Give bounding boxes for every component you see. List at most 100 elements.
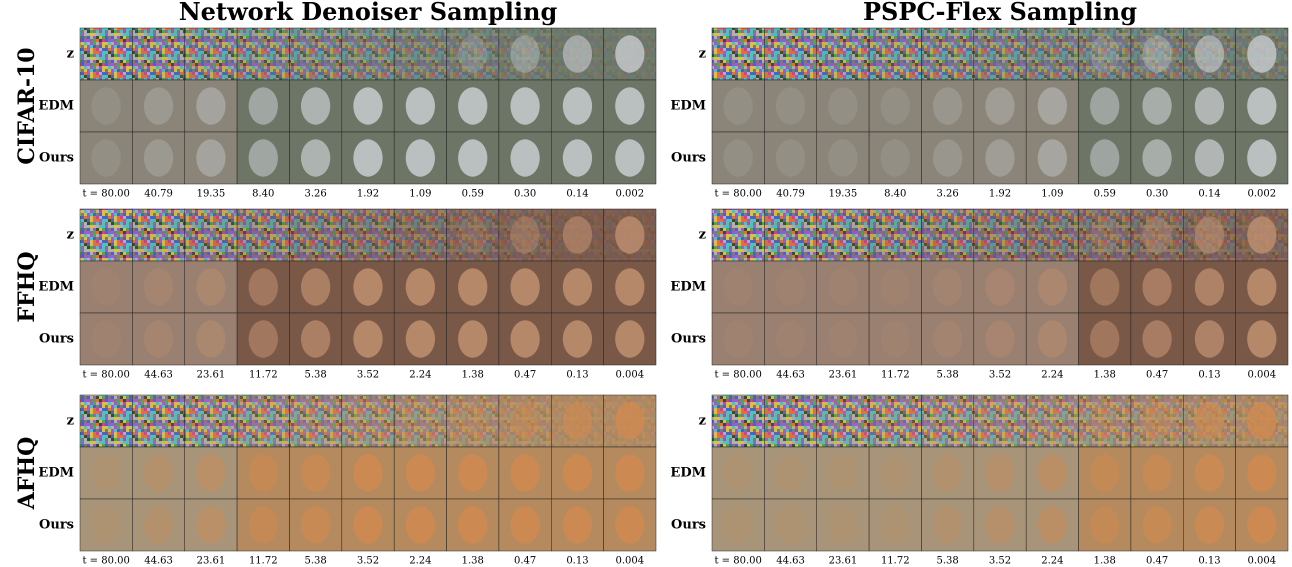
time-label: 0.002 — [615, 189, 644, 200]
image-subject — [724, 268, 753, 305]
image-subject — [776, 454, 805, 491]
noise-overlay — [764, 209, 816, 261]
image-subject — [985, 506, 1014, 543]
image-subject — [1090, 402, 1119, 439]
image-subject — [776, 268, 805, 305]
time-label: 5.38 — [937, 370, 959, 381]
image-subject — [249, 506, 278, 543]
image-subject — [301, 454, 330, 491]
image-subject — [510, 139, 539, 176]
row-label: Ours — [671, 332, 706, 347]
time-label: 1.38 — [462, 556, 484, 567]
image-subject — [301, 506, 330, 543]
image-subject — [881, 320, 910, 357]
image-subject — [353, 506, 382, 543]
row-label: Ours — [39, 332, 74, 347]
image-subject — [406, 454, 435, 491]
image-subject — [1247, 454, 1276, 491]
time-label: 2.24 — [409, 556, 431, 567]
time-label: 2.24 — [409, 370, 431, 381]
noise-overlay — [921, 209, 973, 261]
time-label: 0.13 — [566, 556, 588, 567]
noise-overlay — [1026, 28, 1078, 80]
noise-overlay — [921, 395, 973, 447]
image-subject — [1247, 402, 1276, 439]
image-subject — [458, 216, 487, 253]
row-label: EDM — [670, 466, 706, 481]
image-subject — [724, 320, 753, 357]
row-label: z — [67, 47, 74, 62]
image-subject — [1195, 506, 1224, 543]
row-label: EDM — [38, 99, 74, 114]
image-subject — [1090, 216, 1119, 253]
image-subject — [510, 402, 539, 439]
image-subject — [881, 139, 910, 176]
image-subject — [615, 268, 644, 305]
image-subject — [458, 87, 487, 124]
image-subject — [406, 139, 435, 176]
noise-overlay — [394, 395, 446, 447]
noise-overlay — [712, 28, 764, 80]
image-subject — [144, 454, 173, 491]
page: Network Denoiser Sampling PSPC-Flex Samp… — [0, 0, 1292, 567]
image-subject — [615, 87, 644, 124]
image-subject — [724, 454, 753, 491]
time-label: 19.35 — [829, 189, 858, 200]
image-subject — [615, 506, 644, 543]
image-subject — [510, 35, 539, 72]
image-subject — [458, 506, 487, 543]
row-label: EDM — [670, 99, 706, 114]
image-subject — [406, 506, 435, 543]
image-subject — [1142, 87, 1171, 124]
image-subject — [301, 139, 330, 176]
time-label: 0.30 — [514, 189, 536, 200]
time-label: 1.92 — [989, 189, 1011, 200]
image-subject — [92, 320, 121, 357]
time-label: 0.14 — [1198, 189, 1220, 200]
image-subject — [724, 139, 753, 176]
image-subject — [776, 139, 805, 176]
image-subject — [933, 139, 962, 176]
noise-overlay — [869, 209, 921, 261]
image-subject — [458, 268, 487, 305]
time-label: 23.61 — [829, 370, 858, 381]
image-subject — [1247, 506, 1276, 543]
time-label: 0.002 — [1247, 189, 1276, 200]
image-subject — [828, 506, 857, 543]
noise-overlay — [185, 209, 237, 261]
image-subject — [353, 139, 382, 176]
image-subject — [249, 268, 278, 305]
image-subject — [144, 139, 173, 176]
image-subject — [1247, 268, 1276, 305]
image-subject — [724, 506, 753, 543]
noise-overlay — [869, 395, 921, 447]
image-subject — [144, 506, 173, 543]
noise-overlay — [764, 395, 816, 447]
image-subject — [1195, 139, 1224, 176]
noise-overlay — [185, 395, 237, 447]
image-subject — [615, 320, 644, 357]
image-subject — [301, 320, 330, 357]
noise-overlay — [712, 395, 764, 447]
image-subject — [510, 454, 539, 491]
image-subject — [776, 87, 805, 124]
time-label: 2.24 — [1041, 370, 1063, 381]
noise-overlay — [237, 28, 289, 80]
time-label: 0.47 — [514, 556, 536, 567]
time-label: 5.38 — [937, 556, 959, 567]
image-subject — [563, 268, 592, 305]
noise-overlay — [712, 209, 764, 261]
time-label: t = 80.00 — [714, 370, 761, 381]
image-subject — [881, 506, 910, 543]
time-label: 44.63 — [776, 370, 805, 381]
image-subject — [1090, 454, 1119, 491]
time-label: 1.38 — [462, 370, 484, 381]
time-label: t = 80.00 — [82, 556, 129, 567]
image-subject — [458, 454, 487, 491]
image-subject — [249, 139, 278, 176]
image-subject — [563, 320, 592, 357]
image-subject — [615, 216, 644, 253]
time-label: 0.30 — [1146, 189, 1168, 200]
image-subject — [1247, 216, 1276, 253]
time-label: 23.61 — [197, 370, 226, 381]
